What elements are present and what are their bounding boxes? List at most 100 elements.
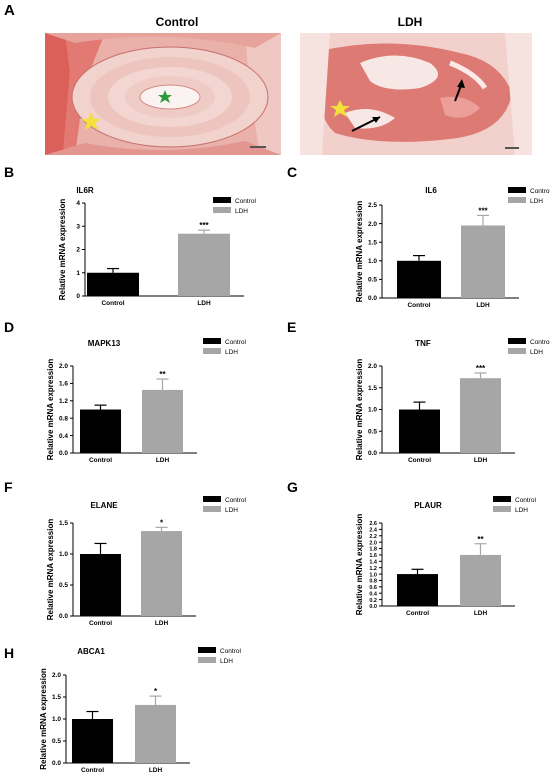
chart-title: MAPK13 (88, 339, 121, 348)
chart-tnf: E TNF 0.0 0.5 1.0 1.5 2.0 Relative mRNA express… (287, 320, 550, 464)
chart-title: ELANE (90, 501, 118, 510)
x-tick-label: LDH (476, 302, 490, 309)
y-tick-label: 2.0 (368, 221, 377, 228)
bar-control (87, 272, 139, 296)
histology-title-ldh: LDH (397, 15, 423, 29)
x-tick-label: LDH (156, 457, 170, 464)
x-tick-label: Control (407, 302, 430, 309)
y-tick-label: 0.5 (59, 582, 68, 589)
chart-mapk13: D MAPK13 0.0 0.4 0.8 1.2 1.6 2.0 Relative mRNA e… (4, 320, 247, 464)
legend-swatch (493, 496, 511, 502)
bar-control (80, 409, 121, 453)
histology-image-ldh (300, 33, 532, 155)
y-tick-label: 2.6 (369, 521, 377, 527)
y-tick-label: 1.0 (368, 258, 377, 265)
y-tick-label: 0.5 (52, 738, 61, 745)
significance-label: *** (199, 221, 209, 230)
y-tick-label: 1.6 (59, 381, 68, 388)
bar-ldh (141, 531, 182, 616)
y-tick-label: 2.0 (369, 540, 377, 546)
y-tick-label: 0.4 (369, 591, 378, 597)
legend-label: LDH (530, 349, 543, 356)
legend-label: Control (220, 648, 242, 655)
legend-swatch (198, 657, 216, 663)
bar-ldh (460, 378, 501, 453)
legend-label: LDH (225, 349, 238, 356)
x-tick-label: Control (101, 300, 124, 307)
chart-title: ABCA1 (77, 647, 105, 656)
significance-label: * (154, 687, 158, 696)
bar-control (80, 554, 121, 616)
legend-swatch (508, 197, 526, 203)
y-tick-label: 0.0 (59, 450, 68, 457)
y-tick-label: 0.8 (59, 415, 68, 422)
y-axis-label: Relative mRNA expression (58, 199, 67, 301)
y-tick-label: 1.8 (369, 547, 377, 553)
legend-label: LDH (220, 658, 233, 665)
legend-label: Control (530, 188, 550, 195)
panel-letter: F (4, 480, 13, 495)
bar-control (399, 409, 440, 453)
y-tick-label: 1.4 (369, 560, 378, 566)
chart-il6: C IL6 0.0 0.5 1.0 1.5 2.0 2.5 Relative mRNA expr… (287, 165, 550, 309)
y-tick-label: 1.5 (368, 385, 377, 392)
panel-letter-a: A (4, 2, 15, 19)
legend-swatch (203, 348, 221, 354)
panel-letter: C (287, 165, 297, 180)
bar-control (397, 574, 438, 606)
legend-swatch (203, 496, 221, 502)
y-tick-label: 0.5 (368, 428, 377, 435)
x-tick-label: LDH (197, 300, 211, 307)
legend-label: LDH (235, 208, 248, 215)
y-tick-label: 1 (76, 270, 80, 277)
chart-elane: F ELANE 0.0 0.5 1.0 1.5 Relative mRNA expressi… (4, 480, 247, 627)
y-tick-label: 4 (76, 200, 80, 207)
chart-title: IL6 (425, 186, 437, 195)
y-tick-label: 1.5 (368, 239, 377, 246)
y-axis-label: Relative mRNA expression (39, 668, 48, 770)
y-axis-label: Relative mRNA expression (46, 359, 55, 461)
bar-control (72, 719, 113, 763)
significance-label: *** (476, 364, 486, 373)
legend-swatch (508, 338, 526, 344)
y-tick-label: 1.2 (59, 398, 68, 405)
y-tick-label: 0.0 (368, 295, 377, 302)
significance-label: * (160, 518, 164, 527)
histology-ldh-drawing (300, 33, 532, 155)
legend-label: Control (515, 497, 537, 504)
bar-ldh (460, 554, 501, 606)
y-tick-label: 0.0 (52, 760, 61, 767)
y-tick-label: 0.5 (368, 277, 377, 284)
panel-letter: B (4, 165, 14, 180)
legend-swatch (213, 207, 231, 213)
y-tick-label: 0.0 (369, 604, 377, 610)
y-tick-label: 1.5 (52, 694, 61, 701)
histology-image-control (45, 33, 281, 155)
panel-letter: D (4, 320, 14, 335)
x-tick-label: Control (406, 610, 429, 617)
significance-label: *** (478, 206, 488, 215)
y-axis-label: Relative mRNA expression (355, 514, 364, 616)
legend-swatch (203, 338, 221, 344)
y-tick-label: 3 (76, 223, 80, 230)
y-tick-label: 2.0 (59, 363, 68, 370)
y-tick-label: 0.2 (369, 598, 377, 604)
legend-label: Control (225, 497, 247, 504)
x-tick-label: LDH (474, 457, 488, 464)
y-tick-label: 1.5 (59, 520, 68, 527)
y-tick-label: 2 (76, 247, 80, 254)
bar-ldh (135, 704, 176, 763)
y-axis-label: Relative mRNA expression (46, 519, 55, 621)
x-tick-label: LDH (149, 767, 163, 774)
y-tick-label: 2.4 (369, 528, 378, 534)
x-tick-label: Control (81, 767, 104, 774)
y-tick-label: 0.0 (368, 450, 377, 457)
chart-il6r: B IL6R 0 1 2 3 4 Relative mRNA expression Contro… (4, 165, 257, 307)
y-tick-label: 0.0 (59, 613, 68, 620)
bar-control (397, 260, 441, 298)
histology-control-drawing (45, 33, 281, 155)
histology-title-control: Control (155, 15, 199, 29)
panel-letter: G (287, 480, 298, 495)
y-tick-label: 0 (76, 293, 80, 300)
y-tick-label: 0.4 (59, 433, 68, 440)
